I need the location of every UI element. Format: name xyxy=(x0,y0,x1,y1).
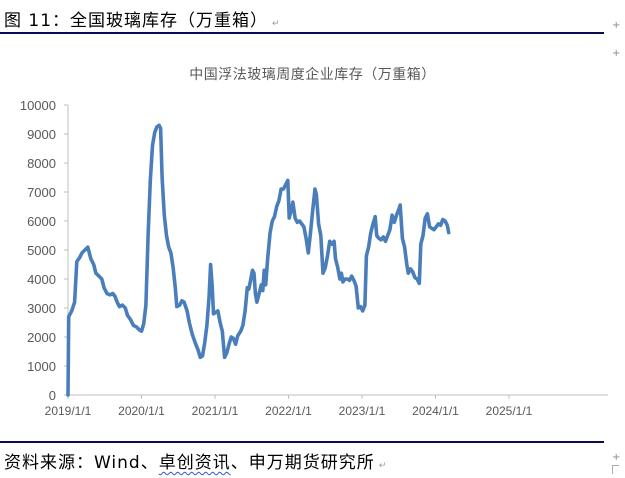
paragraph-mark-icon: ↵ xyxy=(378,461,388,471)
source-note: 资料来源：Wind、卓创资讯、申万期货研究所 ↵ xyxy=(4,448,387,473)
y-tick-label: 5000 xyxy=(27,243,56,258)
y-tick-label: 4000 xyxy=(27,272,56,287)
text-boundary-icon xyxy=(612,465,619,474)
x-tick-label: 2021/1/1 xyxy=(192,404,239,418)
bottom-rule xyxy=(0,441,604,443)
figure-title: 图 11：全国玻璃库存（万重箱） ↵ xyxy=(4,6,281,31)
inventory-line xyxy=(66,123,451,397)
x-tick-label: 2025/1/1 xyxy=(486,404,533,418)
y-tick-label: 2000 xyxy=(27,330,56,345)
y-tick-label: 10000 xyxy=(20,98,56,113)
source-suffix: 、申万期货研究所 xyxy=(230,453,375,473)
figure-title-text: 图 11：全国玻璃库存（万重箱） xyxy=(4,11,269,31)
x-tick-label: 2023/1/1 xyxy=(339,404,386,418)
x-tick-label: 2019/1/1 xyxy=(45,404,92,418)
y-tick-label: 3000 xyxy=(27,301,56,316)
x-tick-label: 2024/1/1 xyxy=(412,404,459,418)
y-tick-label: 6000 xyxy=(27,214,56,229)
y-axis: 0 1000 2000 3000 4000 5000 6000 7000 8000 9000 100… xyxy=(20,98,69,403)
source-spellcheck-text: 卓创资讯 xyxy=(158,453,231,473)
x-axis: 2019/1/1 2020/1/1 2021/1/1 2022/1/1 2023/1/1… xyxy=(45,394,608,418)
source-prefix: 资料来源：Wind、 xyxy=(4,453,159,473)
y-tick-label: 9000 xyxy=(27,127,56,142)
x-tick-label: 2020/1/1 xyxy=(118,404,165,418)
anchor-mark-icon: + xyxy=(612,452,621,463)
y-tick-label: 8000 xyxy=(27,156,56,171)
anchor-mark-icon: + xyxy=(612,48,621,59)
x-tick-label: 2022/1/1 xyxy=(265,404,312,418)
y-tick-label: 1000 xyxy=(27,359,56,374)
anchor-mark-icon: + xyxy=(612,20,621,31)
y-tick-label: 0 xyxy=(49,388,56,403)
paragraph-mark-icon: ↵ xyxy=(272,19,281,29)
top-rule xyxy=(0,32,604,34)
chart-title: 中国浮法玻璃周度企业库存（万重箱） xyxy=(189,67,436,83)
y-tick-label: 7000 xyxy=(27,185,56,200)
